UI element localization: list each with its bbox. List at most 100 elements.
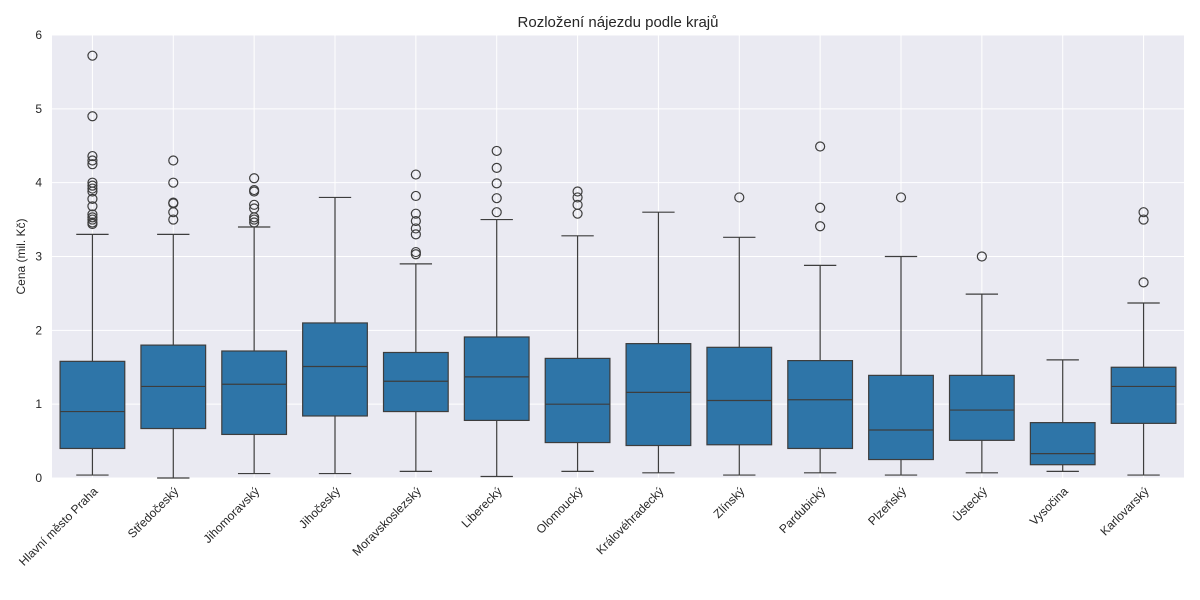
box-group bbox=[463, 145, 530, 478]
box-group bbox=[787, 141, 854, 474]
outlier-point bbox=[491, 207, 502, 218]
outlier-point bbox=[87, 217, 98, 228]
box-group bbox=[302, 196, 368, 475]
box-iqr bbox=[787, 360, 854, 450]
outlier-point bbox=[1138, 207, 1149, 218]
outlier-point bbox=[1138, 277, 1149, 288]
x-tick-label: Olomoucký bbox=[533, 484, 585, 536]
outlier-point bbox=[410, 246, 421, 258]
box-iqr bbox=[302, 322, 368, 417]
outlier-point bbox=[491, 162, 502, 173]
box-iqr bbox=[706, 346, 773, 446]
box-group bbox=[59, 50, 126, 476]
outlier-point bbox=[87, 50, 98, 61]
x-tick-label: Vysočina bbox=[1027, 484, 1071, 528]
outlier-point bbox=[815, 202, 826, 213]
outlier-point bbox=[410, 190, 421, 202]
outlier-point bbox=[815, 221, 826, 232]
outlier-point bbox=[87, 111, 98, 122]
outlier-point bbox=[249, 173, 260, 184]
outlier-point bbox=[87, 209, 98, 220]
outlier-point bbox=[491, 145, 502, 157]
chart-title: Rozložení nájezdu podle krajů bbox=[518, 14, 719, 31]
y-tick-label: 5 bbox=[35, 102, 42, 116]
outlier-point bbox=[87, 212, 98, 223]
y-tick-label: 1 bbox=[35, 397, 42, 411]
box-group bbox=[1029, 359, 1096, 472]
outlier-point bbox=[491, 193, 502, 204]
box-group bbox=[1110, 207, 1177, 476]
x-tick-label: Liberecký bbox=[459, 484, 505, 530]
outlier-point bbox=[572, 199, 583, 210]
box-group bbox=[221, 173, 288, 475]
outlier-point bbox=[87, 177, 98, 188]
box-group bbox=[382, 169, 449, 472]
outlier-point bbox=[168, 155, 179, 166]
x-tick-label: Plzeňský bbox=[865, 484, 909, 528]
outlier-point bbox=[572, 186, 583, 197]
box-iqr bbox=[544, 357, 611, 444]
outlier-point bbox=[1138, 214, 1149, 225]
outlier-point bbox=[168, 197, 179, 208]
outlier-point bbox=[410, 208, 421, 219]
x-tick-label: Zlínský bbox=[711, 484, 748, 521]
x-tick-label: Ústecký bbox=[949, 484, 990, 525]
outlier-point bbox=[249, 217, 260, 228]
box-iqr bbox=[1029, 422, 1096, 466]
outlier-point bbox=[410, 215, 421, 227]
y-axis-label: Cena (mil. Kč) bbox=[14, 218, 28, 294]
outlier-point bbox=[249, 203, 260, 214]
outlier-point bbox=[410, 223, 421, 234]
box-group bbox=[948, 251, 1015, 474]
outlier-point bbox=[87, 159, 98, 170]
outlier-point bbox=[249, 199, 260, 210]
y-tick-label: 0 bbox=[35, 471, 42, 485]
outlier-point bbox=[976, 251, 987, 262]
box-group bbox=[140, 155, 207, 479]
outlier-point bbox=[895, 192, 907, 203]
outlier-point bbox=[87, 193, 98, 205]
box-iqr bbox=[625, 343, 692, 447]
box-iqr bbox=[948, 374, 1015, 441]
outlier-point bbox=[87, 180, 98, 191]
box-iqr bbox=[868, 374, 934, 461]
y-tick-label: 4 bbox=[35, 176, 42, 190]
box-iqr bbox=[59, 360, 126, 450]
x-tick-label: Jihočeský bbox=[296, 484, 343, 531]
x-tick-label: Jihomoravský bbox=[200, 484, 262, 546]
box-group bbox=[706, 192, 773, 476]
outlier-point bbox=[572, 192, 583, 203]
y-tick-labels: 0 1 2 3 4 5 6 bbox=[35, 28, 42, 485]
outlier-point bbox=[168, 214, 179, 225]
y-tick-label: 2 bbox=[35, 323, 42, 337]
y-tick-label: 6 bbox=[35, 28, 42, 42]
box-group bbox=[868, 192, 934, 476]
box-iqr bbox=[1110, 366, 1177, 424]
x-tick-labels: Hlavní město Praha Středočeský Jihomoravsk… bbox=[16, 484, 1152, 569]
outlier-point bbox=[815, 141, 826, 152]
outlier-point bbox=[168, 177, 179, 188]
outlier-point bbox=[249, 184, 260, 196]
outlier-point bbox=[491, 178, 502, 189]
box-group bbox=[544, 186, 611, 472]
box-iqr bbox=[463, 336, 530, 422]
x-tick-label: Středočeský bbox=[125, 484, 182, 541]
box-iqr bbox=[382, 351, 449, 413]
outlier-point bbox=[87, 150, 98, 162]
outlier-point bbox=[734, 192, 745, 203]
box-group bbox=[625, 211, 692, 474]
boxes bbox=[59, 50, 1177, 479]
outlier-point bbox=[410, 169, 421, 180]
x-tick-label: Hlavní město Praha bbox=[16, 484, 101, 569]
outlier-point bbox=[410, 229, 421, 240]
outlier-point bbox=[87, 201, 98, 212]
x-tick-label: Moravskoslezský bbox=[349, 484, 424, 559]
outlier-point bbox=[87, 183, 98, 194]
x-tick-label: Pardubický bbox=[776, 484, 828, 536]
box-iqr bbox=[221, 350, 288, 436]
x-tick-label: Karlovarský bbox=[1097, 484, 1151, 538]
outlier-point bbox=[87, 155, 98, 166]
y-tick-label: 3 bbox=[35, 250, 42, 264]
x-tick-label: Královéhradecký bbox=[593, 484, 666, 557]
